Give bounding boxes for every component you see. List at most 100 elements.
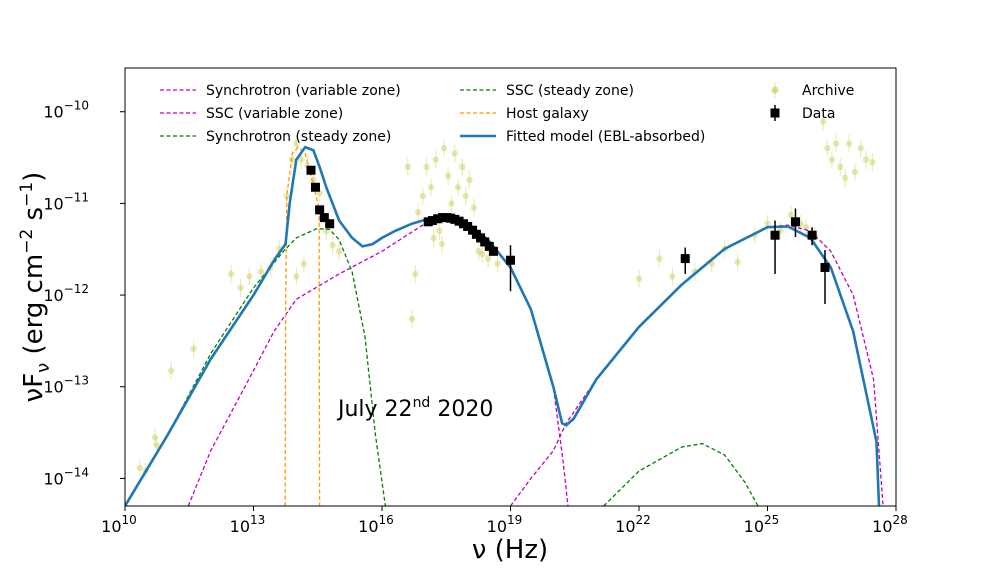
archive-point [412, 270, 419, 278]
archive-point [635, 275, 643, 283]
legend: Synchrotron (variable zone) SSC (variable… [160, 82, 854, 145]
legend-label-model: Fitted model (EBL-absorbed) [506, 129, 705, 145]
archive-point [300, 260, 308, 267]
archive-point [448, 200, 455, 207]
archive-point [824, 145, 831, 152]
archive-point [136, 464, 143, 472]
archive-point [436, 227, 443, 235]
archive-point [466, 176, 473, 184]
data-point [480, 237, 490, 247]
data-point [463, 221, 473, 231]
archive-point [153, 442, 160, 449]
archive-point [298, 156, 305, 163]
synchrotron-steady-curve [125, 228, 387, 506]
y-tick-label: 10−11 [43, 190, 89, 213]
x-tick-label: 1022 [615, 513, 651, 536]
x-tick-label: 1025 [744, 513, 780, 536]
archive-point [438, 240, 446, 248]
archive-point [862, 156, 870, 163]
data-point [488, 246, 498, 256]
archive-point [479, 250, 486, 258]
archive-point [423, 163, 430, 171]
archive-point [257, 268, 265, 275]
archive-point [459, 163, 466, 171]
axis-ticks-layer: 1010 1013 1016 1019 1022 1025 1028 10−14 10−13 10… [43, 99, 908, 536]
archive-point [335, 248, 343, 255]
data-point [310, 182, 320, 192]
legend-label-synchrotron-steady: Synchrotron (steady zone) [206, 129, 391, 145]
model-curves-layer [125, 145, 884, 506]
archive-point [419, 192, 427, 200]
legend-label-archive: Archive [802, 83, 854, 99]
archive-point [293, 273, 300, 280]
archive-point [820, 118, 827, 125]
data-points-layer [306, 165, 830, 304]
archive-point [857, 145, 864, 152]
archive-point [414, 209, 422, 216]
x-tick-label: 1013 [230, 513, 266, 536]
data-point [325, 219, 335, 229]
archive-point [869, 159, 876, 166]
archive-point [802, 224, 810, 231]
archive-point [734, 258, 741, 266]
archive-point [227, 270, 235, 278]
archive-point [440, 145, 448, 152]
archive-point [837, 163, 844, 171]
data-point [807, 230, 817, 240]
legend-label-ssc-steady: SSC (steady zone) [506, 83, 634, 99]
x-tick-label: 1010 [101, 513, 137, 536]
x-tick-label: 1019 [487, 513, 523, 536]
y-tick-label: 10−13 [43, 374, 89, 397]
x-tick-label: 1028 [872, 513, 908, 536]
data-point [433, 214, 443, 224]
y-tick-label: 10−10 [43, 99, 89, 122]
ssc-steady-curve [603, 442, 759, 506]
legend-label-data: Data [802, 106, 835, 122]
archive-point [475, 248, 482, 255]
archive-point [404, 163, 411, 171]
archive-point [764, 220, 771, 227]
legend-label-ssc-variable: SSC (variable zone) [206, 106, 343, 122]
data-point [427, 216, 437, 226]
archive-point [484, 255, 492, 262]
x-axis-label: ν (Hz) [472, 535, 548, 565]
legend-label-synchrotron-variable: Synchrotron (variable zone) [206, 83, 401, 99]
archive-point [444, 172, 452, 180]
archive-point [427, 184, 435, 191]
archive-point [656, 255, 663, 262]
data-point [820, 262, 830, 272]
archive-point [430, 234, 437, 242]
archive-point [462, 192, 469, 200]
archive-point [288, 156, 296, 163]
archive-point [828, 156, 836, 163]
ssc-variable-curve [509, 224, 884, 506]
archive-point [293, 140, 300, 147]
data-point [790, 217, 800, 227]
archive-point [787, 211, 795, 219]
archive-point [190, 345, 197, 352]
archive-point [454, 184, 462, 191]
data-point [319, 213, 329, 223]
x-tick-label: 1016 [358, 513, 394, 536]
archive-point [669, 273, 676, 280]
y-tick-label: 10−14 [43, 465, 89, 488]
archive-point [494, 260, 501, 267]
annotation-date: July 22nd 2020 [336, 395, 493, 422]
archive-point [832, 140, 840, 147]
y-tick-label: 10−12 [43, 282, 89, 305]
archive-point [470, 204, 478, 211]
archive-point [851, 168, 859, 176]
data-point [770, 230, 780, 240]
archive-point [168, 367, 175, 374]
archive-point [246, 273, 253, 280]
data-point [484, 241, 494, 251]
archive-point [451, 150, 458, 157]
archive-point [310, 176, 317, 184]
data-point [680, 254, 690, 264]
archive-point [151, 434, 159, 441]
archive-point [841, 174, 849, 182]
data-point [506, 255, 515, 265]
y-axis-label: νFν (erg cm−2 s−1) [17, 172, 54, 403]
legend-data-swatch [770, 108, 780, 118]
archive-point [432, 156, 439, 163]
